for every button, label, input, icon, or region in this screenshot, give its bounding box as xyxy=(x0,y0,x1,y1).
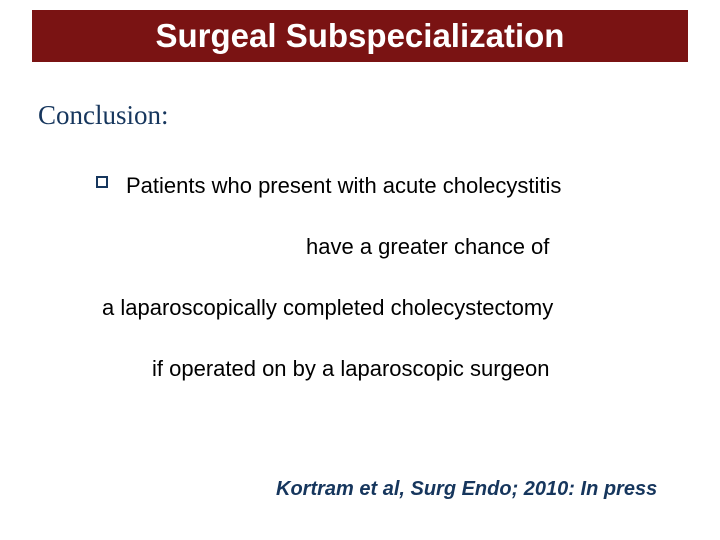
title-text: Surgeal Subspecialization xyxy=(156,17,565,55)
body-line-3: a laparoscopically completed cholecystec… xyxy=(102,295,553,321)
section-heading: Conclusion: xyxy=(38,100,169,131)
citation-text: Kortram et al, Surg Endo; 2010: In press xyxy=(276,478,657,501)
title-bar: Surgeal Subspecialization xyxy=(32,10,688,62)
body-line-4: if operated on by a laparoscopic surgeon xyxy=(152,356,549,382)
bullet-marker-wrap xyxy=(96,176,122,194)
body-line-2: have a greater chance of xyxy=(306,234,549,260)
body-line-1: Patients who present with acute cholecys… xyxy=(126,173,561,199)
square-bullet-icon xyxy=(96,176,108,188)
